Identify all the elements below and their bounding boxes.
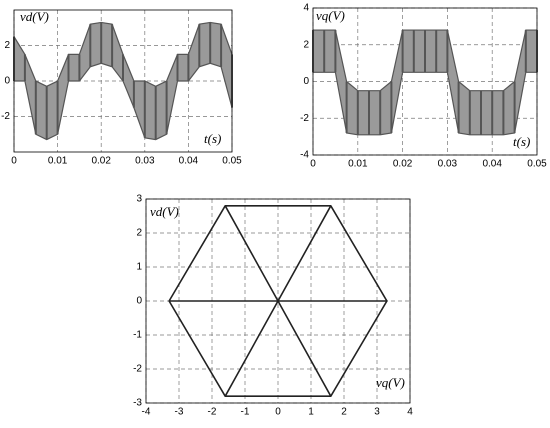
y-tick-label: -2 [133,364,142,375]
envelope [13,21,233,87]
x-tick-label: 0 [11,156,17,167]
envelope [313,71,537,136]
x-tick-label: 3 [374,407,380,418]
y-axis-label: vq(V) [316,8,345,23]
x-tick-label: 0.02 [91,156,111,167]
plot-frame [312,7,538,156]
x-axis-label: t(s) [204,131,221,146]
y-tick-label: -2 [1,111,10,122]
x-tick-label: 2 [341,407,347,418]
x-tick-label: 4 [407,407,413,418]
x-tick-label: 0 [275,407,281,418]
x-tick-label: 0.01 [348,159,368,170]
y-axis-label: vd(V) [150,204,179,219]
y-tick-label: -2 [300,113,309,124]
y-tick-label: 0 [136,296,142,307]
y-tick-label: 0 [303,76,309,87]
plot-frame [13,9,233,153]
x-tick-label: 1 [308,407,314,418]
x-tick-label: 0.02 [393,159,413,170]
envelope [14,62,233,141]
x-tick-label: 0 [310,159,316,170]
y-tick-label: -4 [300,150,309,161]
x-tick-label: 0.05 [527,159,547,170]
x-tick-label: 0.05 [222,156,242,167]
y-tick-label: 4 [303,3,309,14]
y-axis-label: vd(V) [20,9,49,24]
x-tick-label: -4 [142,407,151,418]
x-tick-label: 0.01 [48,156,68,167]
x-tick-label: -1 [241,407,250,418]
x-axis-label: t(s) [513,134,530,149]
x-tick-label: 0.04 [482,159,502,170]
y-tick-label: 2 [4,40,10,51]
x-tick-label: 0.03 [438,159,458,170]
trajectory [168,205,388,397]
y-tick-label: 1 [136,262,142,273]
y-tick-label: 0 [4,76,10,87]
x-tick-label: -3 [175,407,184,418]
plot-frame [145,198,411,404]
envelope [313,29,537,92]
x-tick-label: 0.04 [179,156,199,167]
y-tick-label: 2 [303,39,309,50]
x-tick-label: -2 [208,407,217,418]
y-tick-label: 3 [136,194,142,205]
x-tick-label: 0.03 [135,156,155,167]
y-tick-label: 2 [136,228,142,239]
y-tick-label: -3 [133,398,142,409]
y-tick-label: -1 [133,330,142,341]
x-axis-label: vq(V) [376,375,405,390]
